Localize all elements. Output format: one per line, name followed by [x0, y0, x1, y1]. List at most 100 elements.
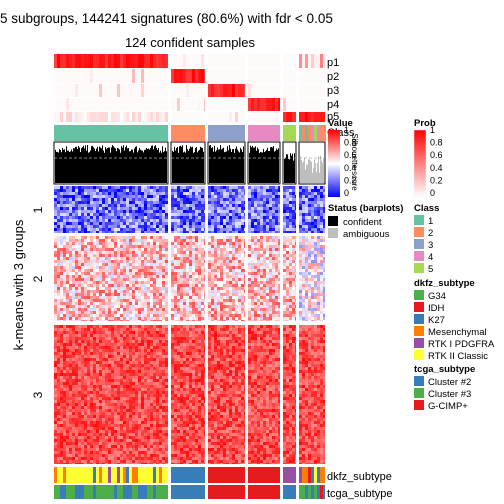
- heatmap-cell: [90, 225, 93, 228]
- silhouette-bar: [166, 151, 167, 183]
- heatmap-cell: [183, 236, 186, 239]
- heatmap-cell: [238, 239, 241, 242]
- heatmap-cell: [135, 236, 138, 239]
- heatmap-cell: [147, 340, 150, 343]
- class-cell: [308, 125, 311, 141]
- heatmap-cell: [84, 257, 87, 260]
- heatmap-cell: [208, 305, 211, 308]
- heatmap-cell: [81, 308, 84, 311]
- heatmap-cell: [117, 275, 120, 278]
- heatmap-cell: [192, 189, 195, 192]
- heatmap-cell: [263, 293, 266, 296]
- heatmap-cell: [108, 308, 111, 311]
- heatmap-cell: [114, 201, 117, 204]
- heatmap-cell: [302, 275, 305, 278]
- heatmap-cell: [54, 216, 57, 219]
- heatmap-cell: [229, 302, 232, 305]
- heatmap-cell: [78, 293, 81, 296]
- silhouette-bar: [69, 152, 70, 183]
- heatmap-cell: [159, 269, 162, 272]
- heatmap-cell: [159, 225, 162, 228]
- prob-cell: [323, 84, 325, 97]
- heatmap-cell: [120, 308, 123, 311]
- heatmap-cell: [308, 320, 311, 321]
- heatmap-cell: [171, 314, 174, 317]
- heatmap-cell: [174, 245, 177, 248]
- heatmap-cell: [251, 186, 254, 189]
- heatmap-cell: [159, 263, 162, 266]
- prob-cell: [165, 69, 168, 83]
- silhouette-bar: [226, 151, 227, 183]
- heatmap-cell: [211, 239, 214, 242]
- heatmap-cell: [57, 195, 60, 198]
- heatmap-cell: [283, 251, 286, 254]
- heatmap-cell: [84, 275, 87, 278]
- heatmap-cell: [238, 236, 241, 239]
- heatmap-cell: [208, 257, 211, 260]
- heatmap-cell: [295, 260, 296, 263]
- heatmap-cell: [314, 320, 317, 321]
- heatmap-cell: [129, 275, 132, 278]
- heatmap-cell: [177, 308, 180, 311]
- heatmap-cell: [214, 251, 217, 254]
- heatmap-cell: [135, 266, 138, 269]
- heatmap-cell: [114, 311, 117, 314]
- silhouette-bar: [65, 152, 66, 183]
- heatmap-cell: [141, 337, 144, 340]
- heatmap-cell: [135, 204, 138, 207]
- heatmap-cell: [317, 198, 320, 201]
- silhouette-bar: [187, 149, 188, 183]
- heatmap-cell: [150, 311, 153, 314]
- silhouette-bar: [121, 146, 122, 183]
- heatmap-cell: [257, 266, 260, 269]
- heatmap-cell: [314, 254, 317, 257]
- heatmap-cell: [144, 228, 147, 231]
- silhouette-bar: [97, 146, 98, 183]
- heatmap-cell: [189, 228, 192, 231]
- heatmap-cell: [72, 299, 75, 302]
- silhouette-bar: [320, 155, 321, 183]
- heatmap-cell: [254, 251, 257, 254]
- heatmap-cell: [105, 201, 108, 204]
- heatmap-cell: [220, 308, 223, 311]
- heatmap-cell: [72, 204, 75, 207]
- prob-cell: [120, 84, 123, 97]
- heatmap-cell: [308, 225, 311, 228]
- prob-cell: [78, 98, 81, 111]
- heatmap-cell: [229, 204, 232, 207]
- heatmap-cell: [54, 189, 57, 192]
- heatmap-cell: [289, 269, 292, 272]
- heatmap-cell: [156, 242, 159, 245]
- heatmap-cell: [87, 308, 90, 311]
- heatmap-cell: [232, 210, 235, 213]
- heatmap-cell: [60, 251, 63, 254]
- heatmap-cell: [156, 287, 159, 290]
- prob-cell: [292, 54, 295, 68]
- heatmap-cell: [75, 272, 78, 275]
- heatmap-cell: [305, 320, 308, 321]
- heatmap-cell: [323, 299, 325, 302]
- heatmap-cell: [189, 195, 192, 198]
- heatmap-cell: [87, 198, 90, 201]
- heatmap-cell: [292, 245, 295, 248]
- heatmap-cell: [78, 222, 81, 225]
- heatmap-cell: [132, 239, 135, 242]
- heatmap-cell: [186, 263, 189, 266]
- heatmap-cell: [75, 290, 78, 293]
- prob-cell: [174, 112, 177, 122]
- heatmap-cell: [102, 225, 105, 228]
- heatmap-cell: [156, 228, 159, 231]
- heatmap-cell: [272, 293, 275, 296]
- heatmap-cell: [156, 308, 159, 311]
- heatmap-cell: [180, 219, 183, 222]
- heatmap-cell: [138, 201, 141, 204]
- heatmap-cell: [57, 275, 60, 278]
- heatmap-cell: [254, 245, 257, 248]
- heatmap-cell: [162, 317, 165, 320]
- heatmap-cell: [235, 210, 238, 213]
- prob-cell: [138, 54, 141, 68]
- heatmap-cell: [126, 343, 129, 346]
- heatmap-cell: [129, 201, 132, 204]
- heatmap-cell: [63, 236, 66, 239]
- prob-cell: [235, 69, 238, 83]
